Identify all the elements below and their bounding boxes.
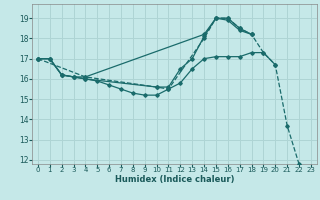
X-axis label: Humidex (Indice chaleur): Humidex (Indice chaleur) [115, 175, 234, 184]
